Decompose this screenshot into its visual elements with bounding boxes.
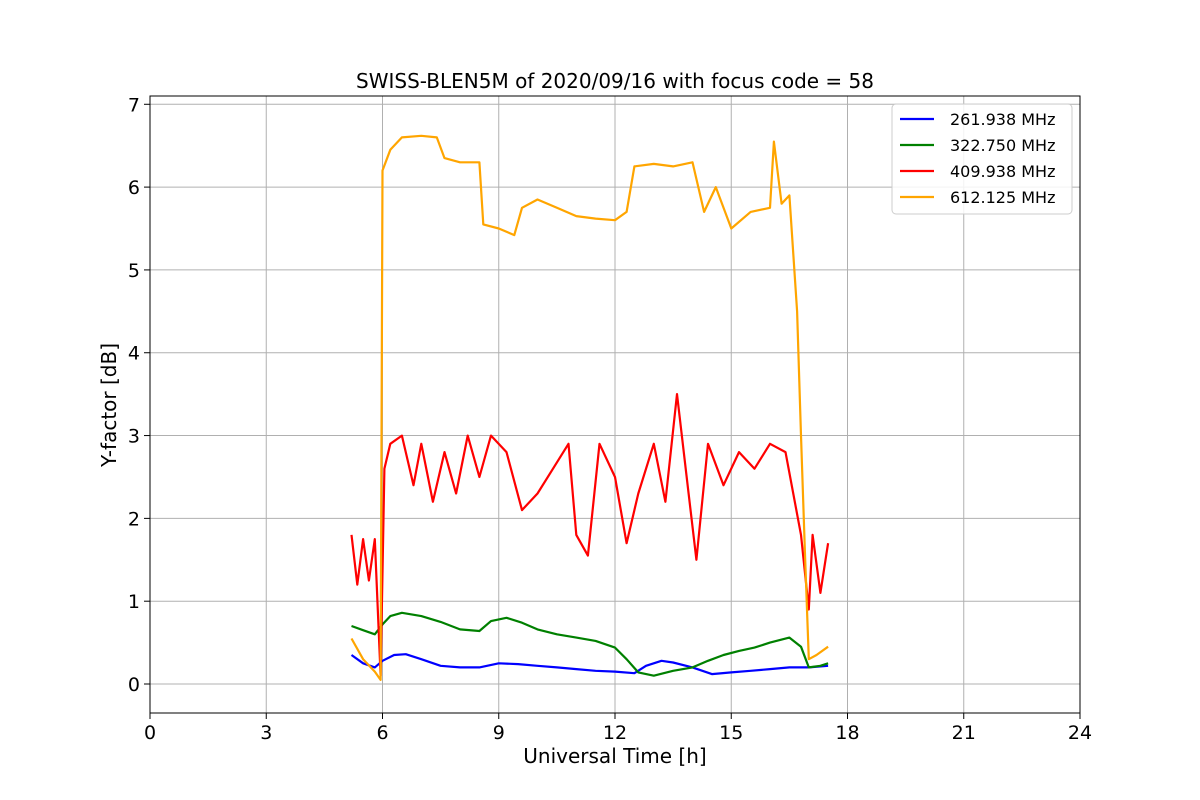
grid	[149, 96, 1081, 713]
chart-title: SWISS-BLEN5M of 2020/09/16 with focus co…	[356, 69, 874, 93]
series-group	[350, 134, 830, 682]
series-line-2	[351, 611, 829, 677]
y-tick-label: 7	[128, 94, 140, 116]
x-tick-label: 9	[493, 722, 505, 744]
x-tick-label: 0	[144, 722, 156, 744]
series-line-1	[350, 653, 829, 676]
legend-label-3: 409.938 MHz	[950, 162, 1055, 181]
legend-label-1: 261.938 MHz	[950, 110, 1055, 129]
x-tick-label: 24	[1068, 722, 1092, 744]
legend-label-4: 612.125 MHz	[950, 188, 1055, 207]
x-axis-title: Universal Time [h]	[523, 744, 706, 768]
y-tick-label: 6	[128, 177, 140, 199]
x-tick-label: 15	[719, 722, 743, 744]
x-tick-label: 6	[376, 722, 388, 744]
y-tick-label: 5	[128, 260, 140, 282]
y-tick-label: 0	[128, 674, 140, 696]
series-line-3	[350, 393, 830, 677]
series-line-4	[350, 134, 829, 682]
legend: 261.938 MHz 322.750 MHz 409.938 MHz 612.125…	[891, 103, 1073, 215]
y-tick-label: 1	[128, 591, 140, 613]
x-tick-label: 12	[603, 722, 627, 744]
y-axis-title: Y-factor [dB]	[97, 343, 121, 468]
y-tick-label: 4	[128, 343, 140, 365]
y-tick-label: 3	[128, 426, 140, 448]
x-tick-label: 3	[260, 722, 272, 744]
legend-box	[891, 103, 1073, 215]
x-tick-label: 18	[835, 722, 859, 744]
x-tick-label: 21	[952, 722, 976, 744]
y-tick-label: 2	[128, 508, 140, 530]
legend-label-2: 322.750 MHz	[950, 136, 1055, 155]
